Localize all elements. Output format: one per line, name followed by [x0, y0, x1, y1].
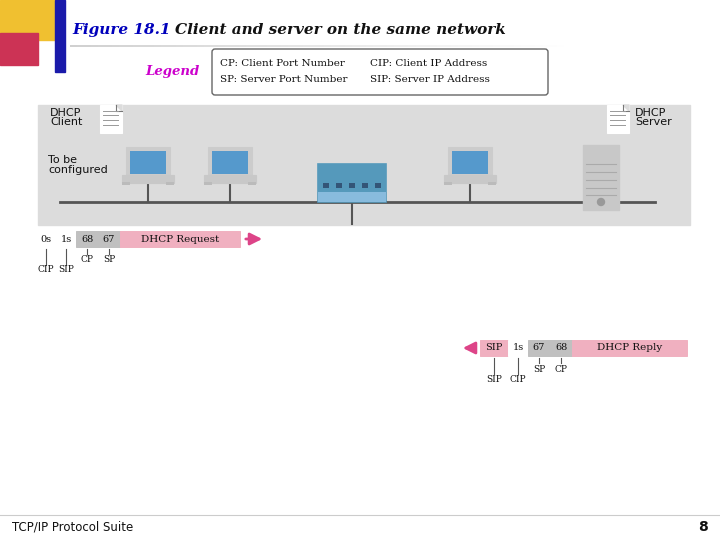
Text: Figure 18.1: Figure 18.1 — [72, 23, 171, 37]
Circle shape — [598, 199, 605, 206]
Text: SP: SP — [533, 364, 545, 374]
Text: 0s: 0s — [40, 234, 52, 244]
Bar — [204, 182, 212, 185]
Bar — [55, 0, 65, 72]
Text: 68: 68 — [81, 234, 93, 244]
Text: To be: To be — [48, 155, 77, 165]
Bar — [212, 151, 248, 174]
Text: CP: CP — [554, 364, 567, 374]
Text: CP: CP — [81, 255, 94, 265]
Bar — [488, 182, 496, 185]
Bar — [336, 183, 342, 188]
Bar — [528, 340, 550, 356]
Bar — [318, 164, 386, 202]
Bar — [36, 231, 240, 247]
Bar — [56, 231, 76, 247]
Text: SP: Server Port Number: SP: Server Port Number — [220, 75, 348, 84]
Text: Client: Client — [50, 117, 82, 127]
Bar — [122, 175, 174, 183]
Text: DHCP Reply: DHCP Reply — [597, 343, 662, 353]
Bar — [550, 340, 572, 356]
Bar — [248, 182, 256, 185]
Text: DHCP: DHCP — [635, 108, 667, 118]
Bar — [166, 182, 174, 185]
Bar — [607, 105, 629, 133]
Bar — [362, 183, 368, 188]
Bar — [444, 175, 496, 183]
Text: Server: Server — [635, 117, 672, 127]
Bar — [126, 147, 170, 177]
Bar — [444, 182, 452, 185]
Text: 67: 67 — [533, 343, 545, 353]
Bar — [0, 33, 38, 65]
Bar — [38, 105, 690, 225]
Text: 1s: 1s — [513, 343, 523, 353]
Bar — [100, 105, 122, 133]
Bar — [36, 231, 56, 247]
Text: 1s: 1s — [60, 234, 71, 244]
Bar — [130, 151, 166, 174]
Bar — [572, 340, 687, 356]
Text: CIP: Client IP Address: CIP: Client IP Address — [370, 58, 487, 68]
Text: configured: configured — [48, 165, 108, 175]
Bar — [76, 231, 98, 247]
Text: 68: 68 — [555, 343, 567, 353]
Text: SIP: Server IP Address: SIP: Server IP Address — [370, 75, 490, 84]
Bar — [98, 231, 120, 247]
Text: ●  ●  ●: ● ● ● — [325, 165, 379, 179]
Bar — [480, 340, 508, 356]
Text: SP: SP — [103, 255, 115, 265]
Bar — [208, 147, 252, 177]
Text: SIP: SIP — [486, 375, 502, 383]
Bar — [323, 183, 329, 188]
Bar — [120, 231, 240, 247]
Text: 67: 67 — [103, 234, 115, 244]
Polygon shape — [116, 105, 122, 111]
Bar — [349, 183, 355, 188]
Bar — [318, 192, 386, 202]
Text: Client and server on the same network: Client and server on the same network — [175, 23, 506, 37]
Text: SIP: SIP — [485, 343, 503, 353]
Text: 8: 8 — [698, 520, 708, 534]
Text: CIP: CIP — [510, 375, 526, 383]
Text: TCP/IP Protocol Suite: TCP/IP Protocol Suite — [12, 521, 133, 534]
Text: CIP: CIP — [37, 266, 54, 274]
Text: DHCP Request: DHCP Request — [141, 234, 219, 244]
Text: DHCP: DHCP — [50, 108, 81, 118]
Bar — [122, 182, 130, 185]
Polygon shape — [623, 105, 629, 111]
Text: SIP: SIP — [58, 266, 74, 274]
Bar — [480, 340, 687, 356]
Bar — [583, 145, 619, 210]
Bar — [448, 147, 492, 177]
Bar — [204, 175, 256, 183]
Bar — [508, 340, 528, 356]
Text: CP: Client Port Number: CP: Client Port Number — [220, 58, 345, 68]
Text: Legend: Legend — [145, 65, 200, 78]
Bar — [375, 183, 381, 188]
Bar — [0, 0, 60, 40]
FancyBboxPatch shape — [212, 49, 548, 95]
Bar — [452, 151, 488, 174]
